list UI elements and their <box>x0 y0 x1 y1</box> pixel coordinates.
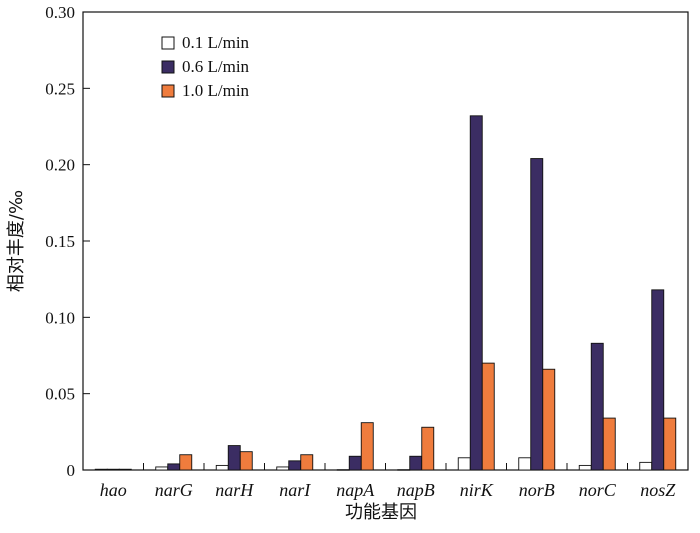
legend-label-series-3: 1.0 L/min <box>182 81 250 100</box>
x-category-label: nirK <box>460 480 494 500</box>
bar-nosZ-series-3 <box>663 417 677 471</box>
bar-napB-series-2 <box>409 455 423 471</box>
y-tick-label: 0.25 <box>45 79 75 98</box>
bar-narI-series-3 <box>300 454 314 471</box>
bar-norC-series-3 <box>602 417 616 471</box>
bar-napB-series-1 <box>397 469 411 471</box>
bar-narG-series-1 <box>155 466 169 471</box>
y-tick-label: 0.20 <box>45 156 75 175</box>
bar-hao-series-3 <box>118 468 132 471</box>
bar-norC-series-2 <box>590 342 604 471</box>
bar-nirK-series-2 <box>469 115 483 471</box>
bar-narG-series-2 <box>167 463 181 471</box>
x-axis-title: 功能基因 <box>345 502 417 523</box>
legend: 0.1 L/min 0.6 L/min 1.0 L/min <box>161 33 250 100</box>
x-category-label: norB <box>519 480 555 500</box>
legend-label-series-2: 0.6 L/min <box>182 57 250 76</box>
bar-nosZ-series-1 <box>639 461 653 471</box>
x-category-label: narI <box>279 480 311 500</box>
plot-area: 0 0.05 0.10 0.15 0.20 0.25 0.30 hao narG narH nar… <box>45 3 689 500</box>
y-axis-title: 相对丰度/‰ <box>6 190 27 292</box>
bar-narI-series-1 <box>276 466 290 471</box>
bar-narH-series-2 <box>227 445 241 471</box>
bar-napA-series-1 <box>336 469 350 471</box>
bar-nirK-series-3 <box>481 362 495 471</box>
x-category-label: norC <box>579 480 617 500</box>
bar-napB-series-3 <box>421 426 435 471</box>
x-category-label: nosZ <box>640 480 676 500</box>
x-category-label: narG <box>155 480 193 500</box>
y-tick-label: 0.10 <box>45 308 75 327</box>
y-axis: 0 0.05 0.10 0.15 0.20 0.25 0.30 <box>45 3 90 480</box>
legend-swatch-series-2 <box>161 60 175 74</box>
bar-nirK-series-1 <box>457 457 471 471</box>
y-tick-label: 0.05 <box>45 385 75 404</box>
bar-napA-series-2 <box>348 455 362 471</box>
x-category-label: napB <box>397 480 435 500</box>
x-axis: hao narG narH narI napA napB nirK norB norC nosZ <box>100 463 676 500</box>
y-tick-label: 0.15 <box>45 232 75 251</box>
bar-norC-series-1 <box>578 464 592 471</box>
bar-nosZ-series-2 <box>651 289 665 471</box>
bar-hao-series-1 <box>94 468 108 471</box>
x-category-label: narH <box>215 480 254 500</box>
bar-narH-series-3 <box>239 451 253 471</box>
legend-label-series-1: 0.1 L/min <box>182 33 250 52</box>
x-category-label: hao <box>100 480 127 500</box>
y-tick-label: 0 <box>67 461 76 480</box>
bar-narH-series-1 <box>215 464 229 471</box>
legend-swatch-series-3 <box>161 84 175 98</box>
y-tick-label: 0.30 <box>45 3 75 22</box>
bar-narI-series-2 <box>288 460 302 471</box>
bars-group <box>94 115 677 471</box>
x-category-label: napA <box>336 480 375 500</box>
legend-swatch-series-1 <box>161 36 175 50</box>
bar-norB-series-1 <box>518 457 532 471</box>
bar-napA-series-3 <box>360 422 374 471</box>
bar-narG-series-3 <box>179 454 193 471</box>
bar-hao-series-2 <box>106 468 120 471</box>
bar-norB-series-3 <box>542 368 556 471</box>
bar-norB-series-2 <box>530 158 544 471</box>
